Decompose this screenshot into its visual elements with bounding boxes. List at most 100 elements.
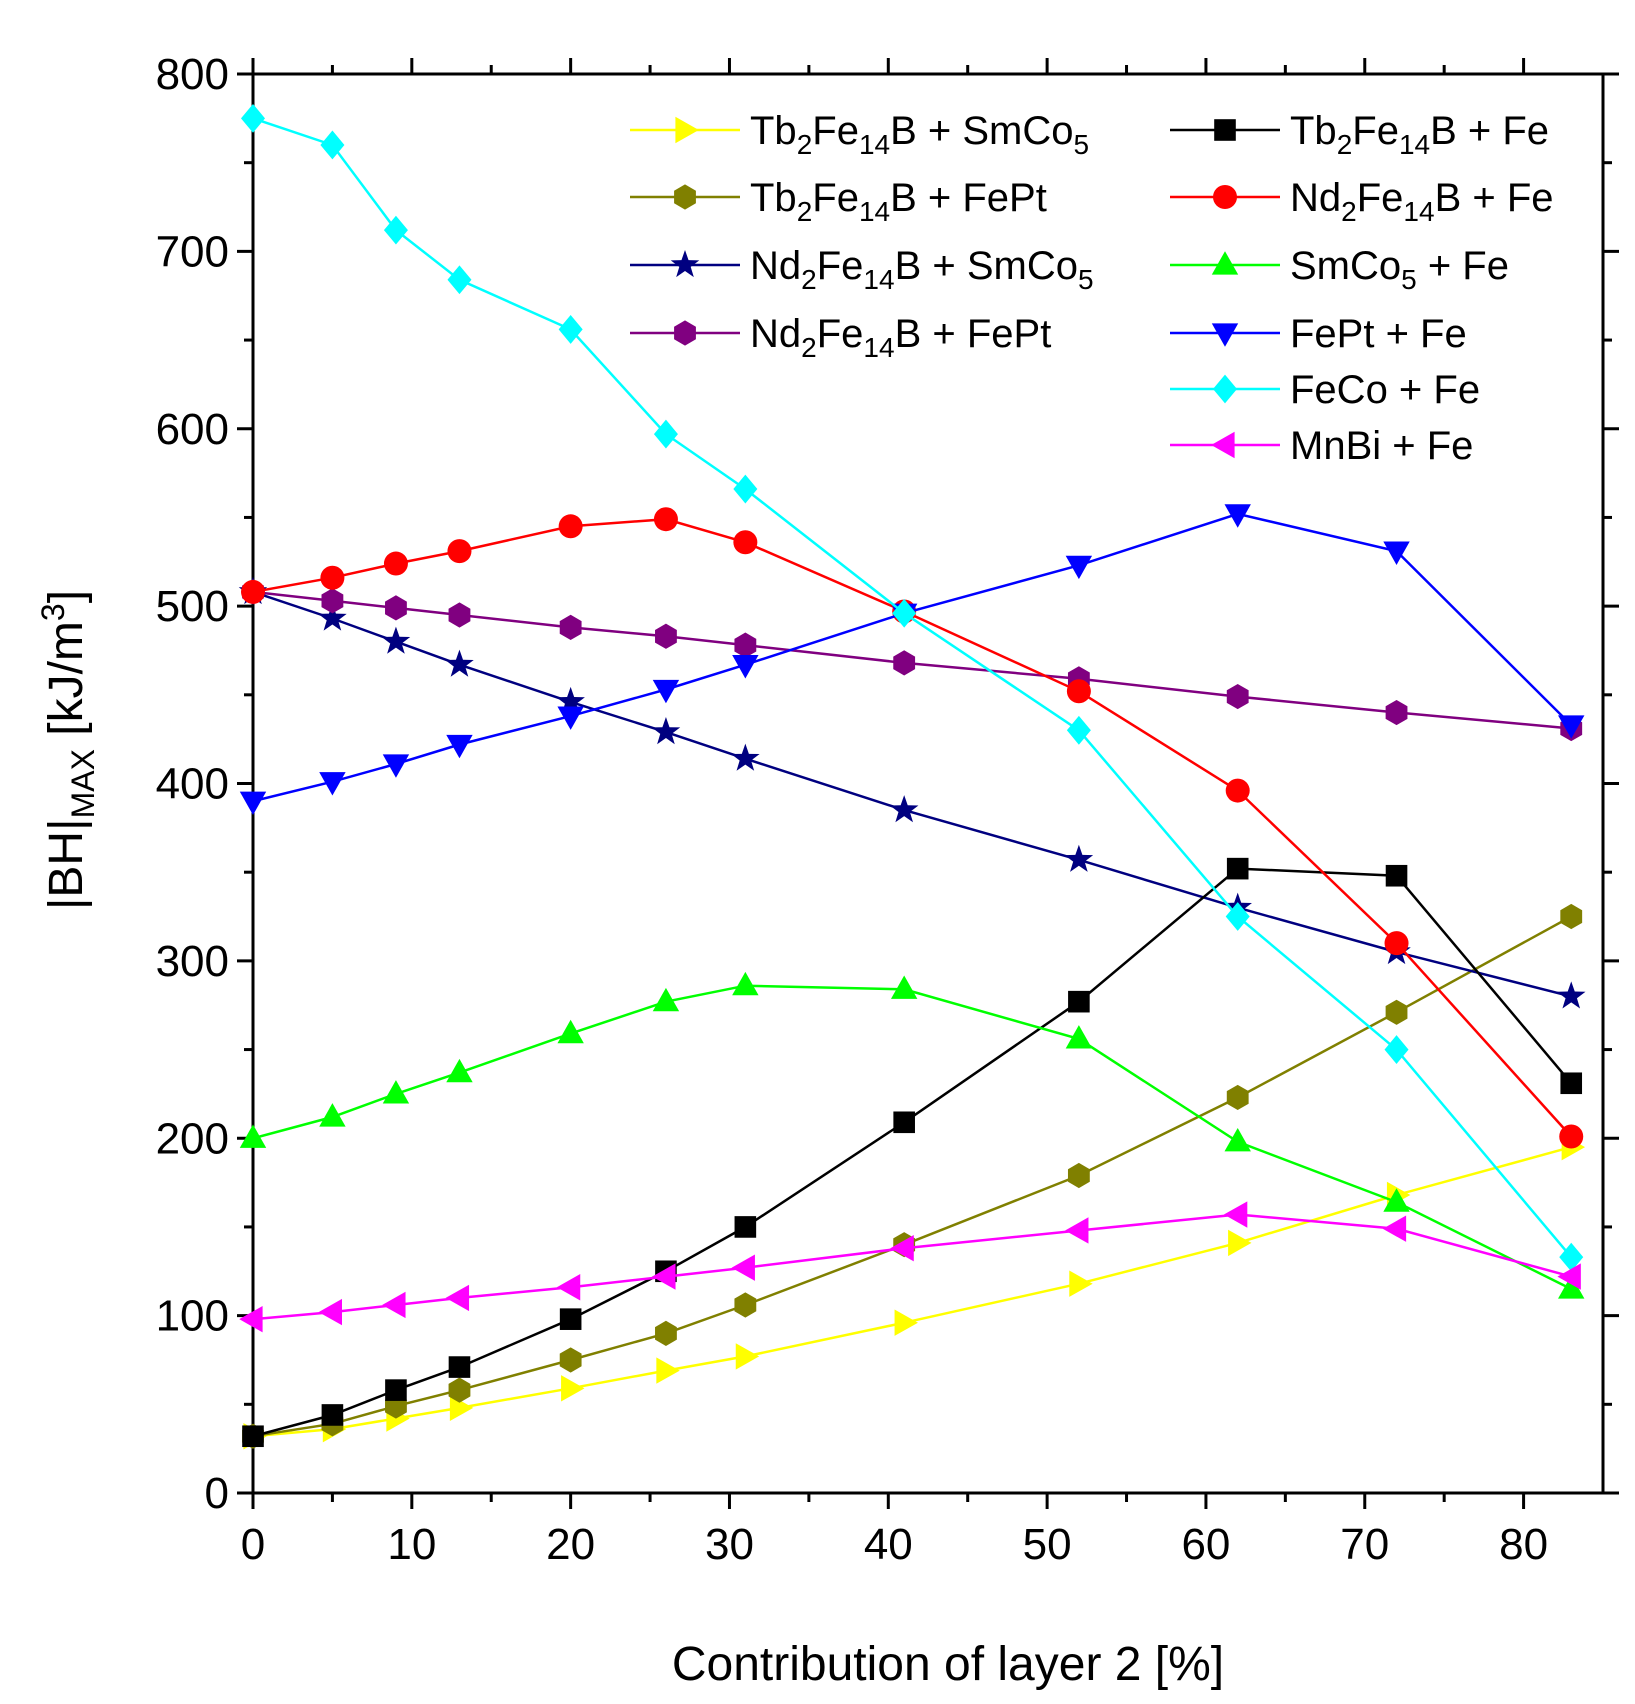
axes-group: 0 10 20 30 40 50 60 70 8001002003004005006007008… bbox=[156, 50, 1619, 1569]
data-point bbox=[382, 1291, 406, 1319]
x-tick-label: 0 bbox=[241, 1520, 265, 1569]
data-point bbox=[448, 1377, 471, 1403]
data-point bbox=[734, 1292, 757, 1318]
data-point bbox=[381, 626, 411, 654]
legend-entry: Tb2Fe14B + SmCo5 bbox=[630, 109, 1089, 160]
data-point bbox=[1557, 1263, 1581, 1290]
data-point bbox=[890, 1235, 914, 1262]
data-point bbox=[561, 1375, 585, 1402]
data-point bbox=[734, 632, 757, 658]
data-point bbox=[651, 717, 681, 745]
data-point bbox=[1559, 1124, 1584, 1149]
data-point bbox=[1384, 1035, 1409, 1064]
data-point bbox=[320, 130, 345, 160]
data-point bbox=[732, 655, 759, 679]
legend-entry: FePt + Fe bbox=[1170, 312, 1467, 356]
data-point bbox=[652, 1263, 676, 1290]
data-point bbox=[655, 1320, 677, 1346]
data-point bbox=[383, 551, 408, 576]
legend-marker bbox=[1213, 185, 1237, 209]
data-point bbox=[446, 734, 473, 759]
data-point bbox=[653, 419, 678, 449]
y-tick-label: 400 bbox=[156, 760, 229, 809]
legend-entry: FeCo + Fe bbox=[1170, 368, 1480, 412]
data-point bbox=[1558, 1275, 1585, 1299]
data-point bbox=[559, 1308, 582, 1330]
series-line bbox=[252, 590, 1572, 998]
data-point bbox=[448, 602, 471, 628]
data-point bbox=[559, 1347, 582, 1373]
data-point bbox=[321, 1404, 344, 1426]
y-tick-label: 500 bbox=[156, 582, 229, 631]
series-line bbox=[252, 117, 1573, 1258]
series-9 bbox=[239, 1201, 1581, 1333]
data-point bbox=[735, 1343, 760, 1370]
series-6 bbox=[239, 971, 1585, 1299]
legend: Tb2Fe14B + SmCo5 Tb2Fe14B + FePt Nd2Fe14B … bbox=[630, 109, 1554, 468]
legend-label: FePt + Fe bbox=[1290, 312, 1467, 356]
data-point bbox=[556, 686, 585, 715]
data-point bbox=[731, 1254, 755, 1281]
legend-label: MnBi + Fe bbox=[1290, 424, 1473, 468]
data-point bbox=[556, 1274, 581, 1301]
data-point bbox=[652, 987, 680, 1012]
legend-label: Nd2Fe14B + Fe bbox=[1290, 176, 1554, 227]
series-line bbox=[252, 867, 1573, 1438]
x-axis-title: Contribution of layer 2 [%] bbox=[672, 1638, 1224, 1691]
data-point bbox=[1559, 1242, 1584, 1272]
series-5 bbox=[241, 507, 1584, 1149]
legend-label: Nd2Fe14B + FePt bbox=[750, 312, 1051, 363]
data-point bbox=[1225, 902, 1250, 931]
data-point bbox=[446, 1058, 473, 1083]
data-point bbox=[239, 791, 267, 816]
legend-entry: Nd2Fe14B + FePt bbox=[630, 312, 1051, 363]
y-tick-label: 100 bbox=[156, 1292, 229, 1341]
data-point bbox=[557, 1019, 584, 1044]
data-point bbox=[1226, 683, 1249, 710]
data-point bbox=[655, 623, 677, 649]
data-point bbox=[1385, 864, 1408, 887]
data-point bbox=[239, 1305, 263, 1333]
data-point bbox=[734, 1216, 757, 1238]
data-point bbox=[448, 1356, 471, 1378]
data-point bbox=[557, 706, 584, 730]
data-point bbox=[733, 530, 758, 555]
data-point bbox=[449, 1394, 474, 1422]
series-8 bbox=[241, 103, 1584, 1272]
data-point bbox=[383, 215, 408, 245]
data-point bbox=[1067, 1162, 1090, 1189]
data-point bbox=[385, 595, 407, 621]
y-tick-label: 0 bbox=[205, 1469, 229, 1518]
data-point bbox=[652, 679, 680, 704]
data-point bbox=[1383, 1188, 1410, 1212]
x-tick-label: 60 bbox=[1181, 1520, 1230, 1569]
data-point bbox=[1065, 555, 1093, 580]
data-point bbox=[893, 650, 916, 676]
data-point bbox=[318, 1298, 343, 1326]
y-tick-label: 300 bbox=[156, 937, 229, 986]
data-point bbox=[447, 265, 472, 295]
legend-marker bbox=[674, 184, 696, 210]
data-point bbox=[1066, 715, 1091, 745]
legend-marker bbox=[670, 250, 700, 278]
data-point bbox=[1226, 1084, 1249, 1111]
data-point bbox=[1228, 1229, 1252, 1257]
y-tick-label: 200 bbox=[156, 1114, 229, 1163]
legend-entry: MnBi + Fe bbox=[1170, 424, 1473, 468]
data-point bbox=[1560, 1072, 1583, 1095]
legend-marker bbox=[675, 116, 699, 144]
legend-label: SmCo5 + Fe bbox=[1290, 244, 1509, 295]
data-point bbox=[318, 603, 347, 631]
data-point bbox=[445, 1284, 470, 1312]
data-point bbox=[1558, 715, 1585, 739]
series-2 bbox=[238, 576, 1586, 1009]
data-point bbox=[1384, 931, 1409, 956]
series-7 bbox=[239, 504, 1585, 816]
series-line bbox=[252, 1213, 1572, 1321]
data-point bbox=[1065, 1217, 1089, 1244]
data-point bbox=[385, 1379, 407, 1401]
data-point bbox=[319, 1103, 346, 1127]
data-point bbox=[892, 598, 917, 628]
data-point bbox=[1382, 1215, 1407, 1242]
data-point bbox=[320, 565, 345, 590]
